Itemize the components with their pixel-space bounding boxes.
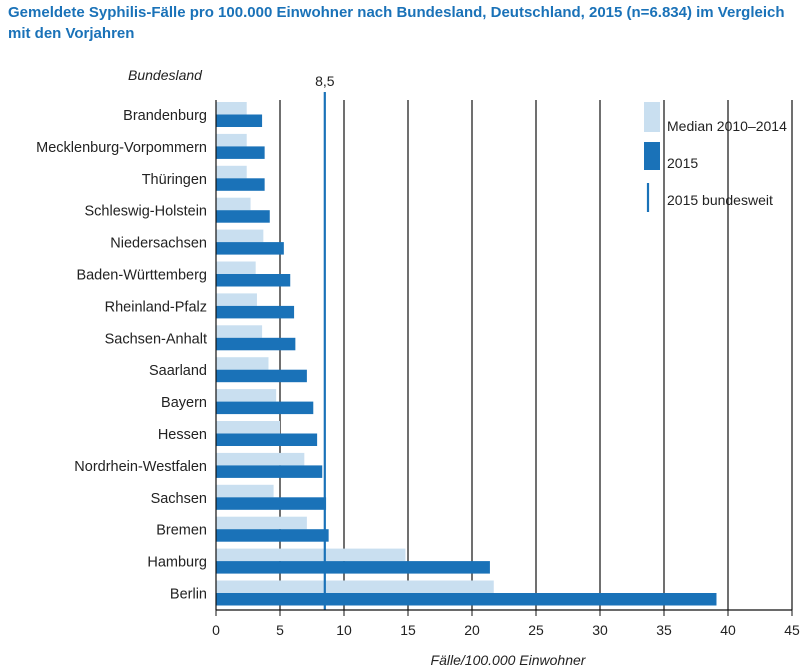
category-label: Saarland <box>149 363 207 379</box>
category-label: Mecklenburg-Vorpommern <box>36 140 207 156</box>
bar-median <box>216 102 247 115</box>
bar-median <box>216 580 494 593</box>
category-label: Sachsen <box>151 491 207 507</box>
x-tick-label: 35 <box>656 622 672 638</box>
legend-label-reference: 2015 bundesweit <box>667 192 773 208</box>
reference-line-label: 8,5 <box>315 73 335 89</box>
category-label: Bremen <box>156 523 207 539</box>
category-labels: Brandenburg Mecklenburg-Vorpommern Thüring… <box>36 108 207 603</box>
category-label: Baden-Württemberg <box>76 268 207 284</box>
reference-line-group: 8,5 <box>315 73 335 610</box>
bar-median <box>216 261 256 274</box>
axes: 0 5 10 15 20 25 30 35 40 45 <box>212 100 800 638</box>
legend-label-2015: 2015 <box>667 155 698 171</box>
x-tick-label: 5 <box>276 622 284 638</box>
x-tick-label: 0 <box>212 622 220 638</box>
bar-median <box>216 165 247 179</box>
x-tick-label: 40 <box>720 622 736 638</box>
x-tick-label: 30 <box>592 622 608 638</box>
bar-median <box>216 389 277 402</box>
x-tick-label: 10 <box>336 622 352 638</box>
bar-median <box>216 229 264 243</box>
legend-swatch-2015 <box>644 142 660 170</box>
bar-median <box>216 548 406 562</box>
bar-2015 <box>216 210 270 223</box>
bar-2015 <box>216 337 296 351</box>
bar-2015 <box>216 369 307 383</box>
category-label: Rheinland-Pfalz <box>105 299 207 315</box>
bar-2015 <box>216 114 263 127</box>
category-label: Brandenburg <box>123 108 207 124</box>
bar-median <box>216 197 251 211</box>
category-label: Hamburg <box>147 555 207 571</box>
category-label: Thüringen <box>142 172 207 188</box>
legend-swatch-median <box>644 102 660 132</box>
category-label: Sachsen-Anhalt <box>105 331 207 347</box>
bar-2015 <box>216 178 265 191</box>
y-axis-label: Bundesland <box>128 67 203 83</box>
bar-2015 <box>216 401 314 415</box>
bar-2015 <box>216 529 329 542</box>
bar-median <box>216 484 274 498</box>
category-label: Berlin <box>170 587 207 603</box>
x-tick-label: 20 <box>464 622 480 638</box>
x-tick-label: 45 <box>784 622 800 638</box>
gridlines <box>279 100 793 610</box>
bar-median <box>216 516 307 530</box>
category-label: Bayern <box>161 395 207 411</box>
bar-2015 <box>216 465 323 478</box>
bar-2015 <box>216 497 327 510</box>
bar-2015 <box>216 561 490 574</box>
bar-2015 <box>216 593 717 606</box>
bar-2015 <box>216 146 265 159</box>
category-label: Schleswig-Holstein <box>85 204 208 220</box>
bar-2015 <box>216 274 291 287</box>
legend: Median 2010–2014 2015 2015 bundesweit <box>644 102 787 212</box>
bar-2015 <box>216 305 295 319</box>
legend-label-median: Median 2010–2014 <box>667 118 787 134</box>
bar-median <box>216 325 263 338</box>
bar-median <box>216 133 247 147</box>
bar-median <box>216 421 280 434</box>
x-axis-label: Fälle/100.000 Einwohner <box>431 652 587 668</box>
category-label: Nordrhein-Westfalen <box>74 459 207 475</box>
x-tick-label: 25 <box>528 622 544 638</box>
bars <box>216 102 717 606</box>
bar-2015 <box>216 242 284 255</box>
bar-median <box>216 357 269 370</box>
x-tick-label: 15 <box>400 622 416 638</box>
bar-median <box>216 293 257 306</box>
bar-median <box>216 452 305 466</box>
category-label: Niedersachsen <box>110 236 207 252</box>
bar-2015 <box>216 433 318 446</box>
category-label: Hessen <box>158 427 207 443</box>
chart-title: Gemeldete Syphilis-Fälle pro 100.000 Ein… <box>8 4 785 42</box>
